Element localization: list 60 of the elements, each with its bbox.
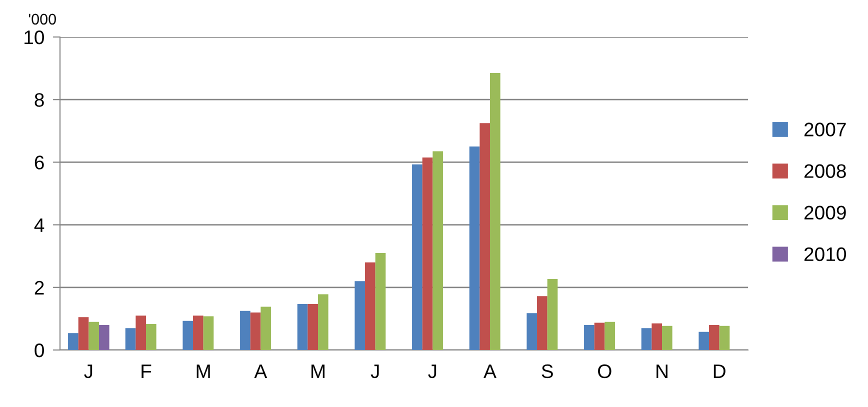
bar — [604, 322, 615, 350]
bar — [698, 332, 710, 350]
bar — [354, 281, 366, 350]
bar — [584, 324, 594, 350]
bar — [547, 278, 558, 350]
legend-label: 2009 — [804, 206, 846, 220]
bar — [318, 294, 328, 350]
text: '000 — [28, 14, 56, 25]
y-tick-label: 10 — [24, 30, 44, 44]
bar — [203, 316, 214, 350]
bar — [432, 151, 443, 350]
legend-label: 2008 — [804, 164, 846, 178]
legend-label: 2007 — [804, 122, 846, 136]
bar — [78, 317, 89, 350]
bar — [308, 304, 318, 350]
bar — [641, 328, 652, 350]
bar — [469, 146, 480, 350]
bar — [260, 306, 271, 350]
x-tick-label: O — [598, 364, 612, 378]
bar — [662, 326, 672, 350]
bar — [250, 312, 261, 350]
bar — [182, 320, 194, 350]
bar — [422, 158, 433, 350]
bar — [526, 313, 538, 350]
bar — [98, 324, 110, 350]
bar — [136, 316, 146, 350]
bar — [365, 262, 376, 350]
bar — [240, 310, 250, 350]
y-tick-label: 0 — [34, 343, 44, 358]
x-tick-label: N — [656, 364, 668, 378]
x-tick-label: F — [142, 364, 152, 378]
x-tick-label: J — [370, 364, 379, 378]
x-tick-label: A — [484, 364, 496, 378]
bar — [297, 304, 308, 350]
bar — [537, 296, 548, 350]
y-tick-label: 6 — [34, 156, 44, 170]
x-tick-label: M — [196, 364, 210, 378]
bar — [480, 123, 490, 350]
bar — [719, 326, 730, 350]
x-tick-label: A — [254, 364, 268, 378]
bar — [490, 72, 500, 350]
bar — [652, 323, 662, 350]
bar — [88, 322, 99, 350]
bar — [412, 164, 422, 350]
bar — [375, 252, 386, 350]
bar — [709, 324, 720, 350]
x-tick-label: J — [428, 364, 436, 378]
y-tick-label: 4 — [34, 218, 44, 232]
x-tick-label: J — [84, 364, 92, 378]
y-tick-label: 2 — [34, 280, 44, 294]
x-tick-label: M — [311, 364, 325, 378]
legend-label: 2010 — [804, 247, 846, 262]
y-tick-label: 8 — [34, 93, 44, 107]
bar — [146, 324, 156, 350]
x-tick-label: S — [542, 364, 553, 378]
x-tick-label: D — [714, 364, 726, 378]
bar — [68, 333, 78, 350]
bar — [193, 316, 204, 350]
bar — [594, 322, 605, 350]
bar — [125, 328, 136, 350]
